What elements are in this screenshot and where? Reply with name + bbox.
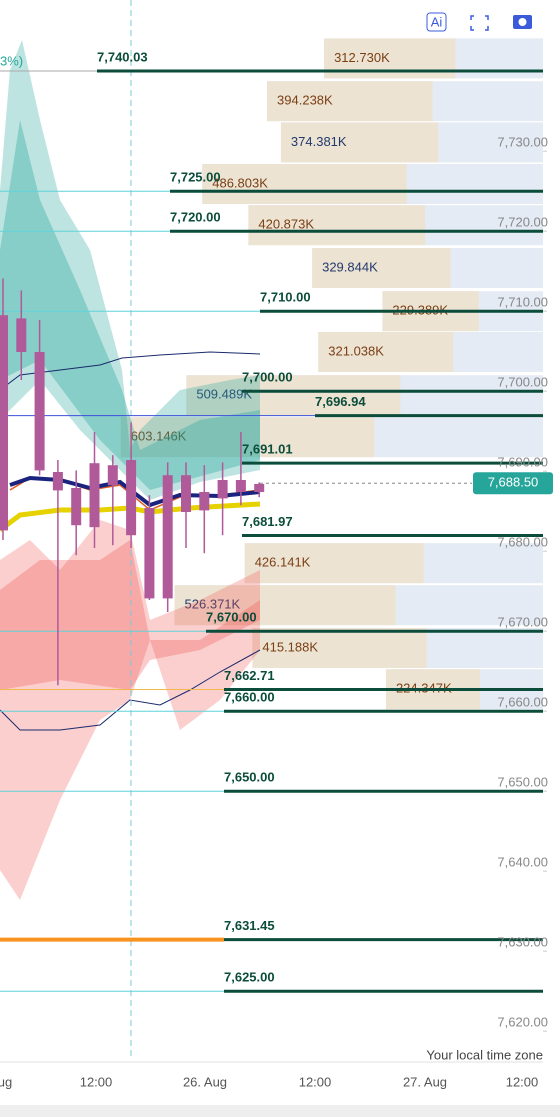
level-label: 7,625.00 — [224, 970, 275, 985]
candle-body — [89, 463, 100, 528]
candle-body — [107, 465, 118, 486]
profile-bar-up — [312, 248, 451, 288]
y-tick-label: 7,690.00 — [497, 455, 548, 470]
indicator-line — [0, 649, 261, 731]
y-tick-label: 7,720.00 — [497, 215, 548, 230]
level-label: 7,691.01 — [242, 442, 293, 457]
profile-label: 509.489K — [196, 387, 252, 402]
candle-body — [254, 484, 265, 492]
y-tick-label: 7,700.00 — [497, 375, 548, 390]
level-label: 7,700.00 — [242, 370, 293, 385]
candle-body — [126, 460, 137, 536]
candle-body — [71, 488, 82, 526]
level-label: 7,681.97 — [242, 514, 293, 529]
y-tick-label: 7,680.00 — [497, 535, 548, 550]
candle-body — [235, 480, 246, 492]
profile-bar-up — [252, 628, 427, 668]
x-tick-label: ug — [0, 1074, 12, 1089]
level-label: 7,662.71 — [224, 668, 275, 683]
profile-label: 420.873K — [258, 217, 314, 232]
profile-label: 415.188K — [262, 639, 318, 654]
profile-bar-up — [186, 375, 401, 416]
candles — [0, 278, 265, 686]
candle-body — [34, 352, 45, 471]
level-label: 7,650.00 — [224, 770, 275, 785]
profile-label: 426.141K — [255, 555, 311, 570]
level-label: 7,631.45 — [224, 918, 275, 933]
ai-button[interactable] — [426, 12, 447, 32]
profile-label: 486.803K — [212, 175, 268, 190]
level-label: 7,710.00 — [260, 290, 311, 305]
level-label: 7,720.00 — [170, 210, 221, 225]
indicator-band — [0, 520, 260, 900]
profile-label: 329.844K — [322, 259, 378, 274]
footer-bar — [0, 1105, 560, 1117]
y-tick-label: 7,670.00 — [497, 615, 548, 630]
last-price-label: 7,688.50 — [488, 475, 539, 490]
indicator-band — [0, 540, 260, 690]
candle-body — [199, 492, 210, 511]
indicator-band — [0, 40, 260, 500]
profile-label: 312.730K — [334, 50, 390, 65]
x-tick-label: 12:00 — [80, 1074, 113, 1089]
candle-body — [16, 318, 27, 352]
profile-label: 526.371K — [185, 597, 241, 612]
level-label: 7,660.00 — [224, 690, 275, 705]
y-tick-label: 7,660.00 — [497, 695, 548, 710]
y-tick-label: 7,640.00 — [497, 855, 548, 870]
profile-label: 394.238K — [277, 93, 333, 108]
ai-label: Ai — [431, 14, 443, 29]
candle-body — [217, 480, 228, 499]
level-label: 7,696.94 — [315, 394, 366, 409]
profile-label: 374.381K — [291, 134, 347, 149]
x-tick-label: 27. Aug — [403, 1074, 447, 1089]
profile-bar-up — [248, 205, 426, 246]
last-price-box — [473, 472, 553, 495]
profile-bar-up — [244, 543, 424, 584]
toolbar: Ai — [426, 12, 532, 32]
y-tick-label: 7,650.00 — [497, 775, 548, 790]
y-tick-label: 7,630.00 — [497, 935, 548, 950]
fullscreen-button[interactable] — [470, 15, 489, 31]
y-tick-label: 7,730.00 — [497, 135, 548, 150]
level-label: 7,725.00 — [170, 170, 221, 185]
profile-bar-up — [267, 81, 433, 122]
candle-body — [0, 315, 8, 531]
camera-lens — [518, 18, 527, 26]
indicator-band — [0, 120, 260, 490]
x-tick-label: 12:00 — [506, 1074, 539, 1089]
x-tick-label: 12:00 — [299, 1074, 332, 1089]
indicator-line — [0, 351, 261, 391]
legend-fragment: 3%) — [0, 53, 23, 68]
levels: 7,740.03 7,725.00 7,720.00 7,710.00 7,700.00… — [0, 49, 543, 993]
x-tick-label: 26. Aug — [183, 1074, 227, 1089]
profile-bar-up — [318, 332, 454, 372]
candle-body — [162, 475, 173, 599]
candle-body — [181, 475, 191, 512]
profile-bar-up — [120, 417, 375, 458]
level-label: 7,670.00 — [206, 610, 257, 625]
timezone-note: Your local time zone — [426, 1047, 543, 1062]
profile-bar-up — [202, 164, 407, 204]
y-tick-label: 7,710.00 — [497, 295, 548, 310]
profile-bar-up — [174, 585, 396, 626]
profile-bar-up — [280, 122, 439, 163]
level-label: 7,740.03 — [97, 49, 148, 64]
y-tick-label: 7,620.00 — [497, 1015, 548, 1030]
candle-body — [52, 472, 63, 491]
candle-body — [144, 508, 155, 599]
profile-label: 321.038K — [328, 343, 384, 358]
profile-label: 603.146K — [131, 429, 187, 444]
